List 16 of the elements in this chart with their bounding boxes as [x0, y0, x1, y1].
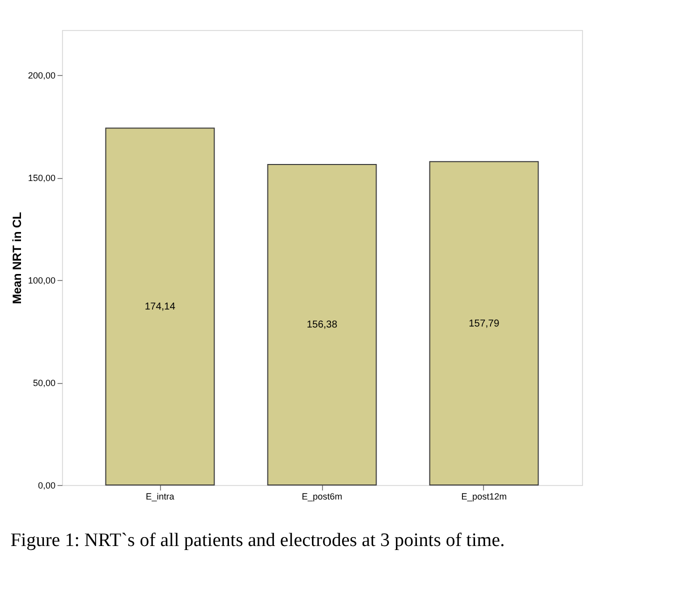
data-label: 156,38	[306, 320, 338, 331]
x-tick-label: E_post6m	[302, 492, 342, 502]
y-tick-label: 150,00	[28, 173, 56, 184]
y-tick-label: 0,00	[38, 480, 56, 490]
x-tick-label: E_intra	[146, 492, 174, 502]
y-axis-title: Mean NRT in CL	[10, 212, 24, 304]
data-label: 157,79	[468, 318, 500, 330]
data-label: 174,14	[144, 302, 176, 313]
bar	[267, 164, 377, 486]
x-tick-label: E_post12m	[461, 492, 507, 502]
bar	[105, 128, 215, 486]
y-tick-label: 200,00	[28, 70, 56, 81]
caption: Figure 1: NRT`s of all patients and electrodes at 3 points of time.	[10, 530, 505, 551]
bar	[429, 161, 539, 486]
y-tick-label: 100,00	[28, 276, 56, 286]
y-tick-label: 50,00	[32, 378, 56, 388]
